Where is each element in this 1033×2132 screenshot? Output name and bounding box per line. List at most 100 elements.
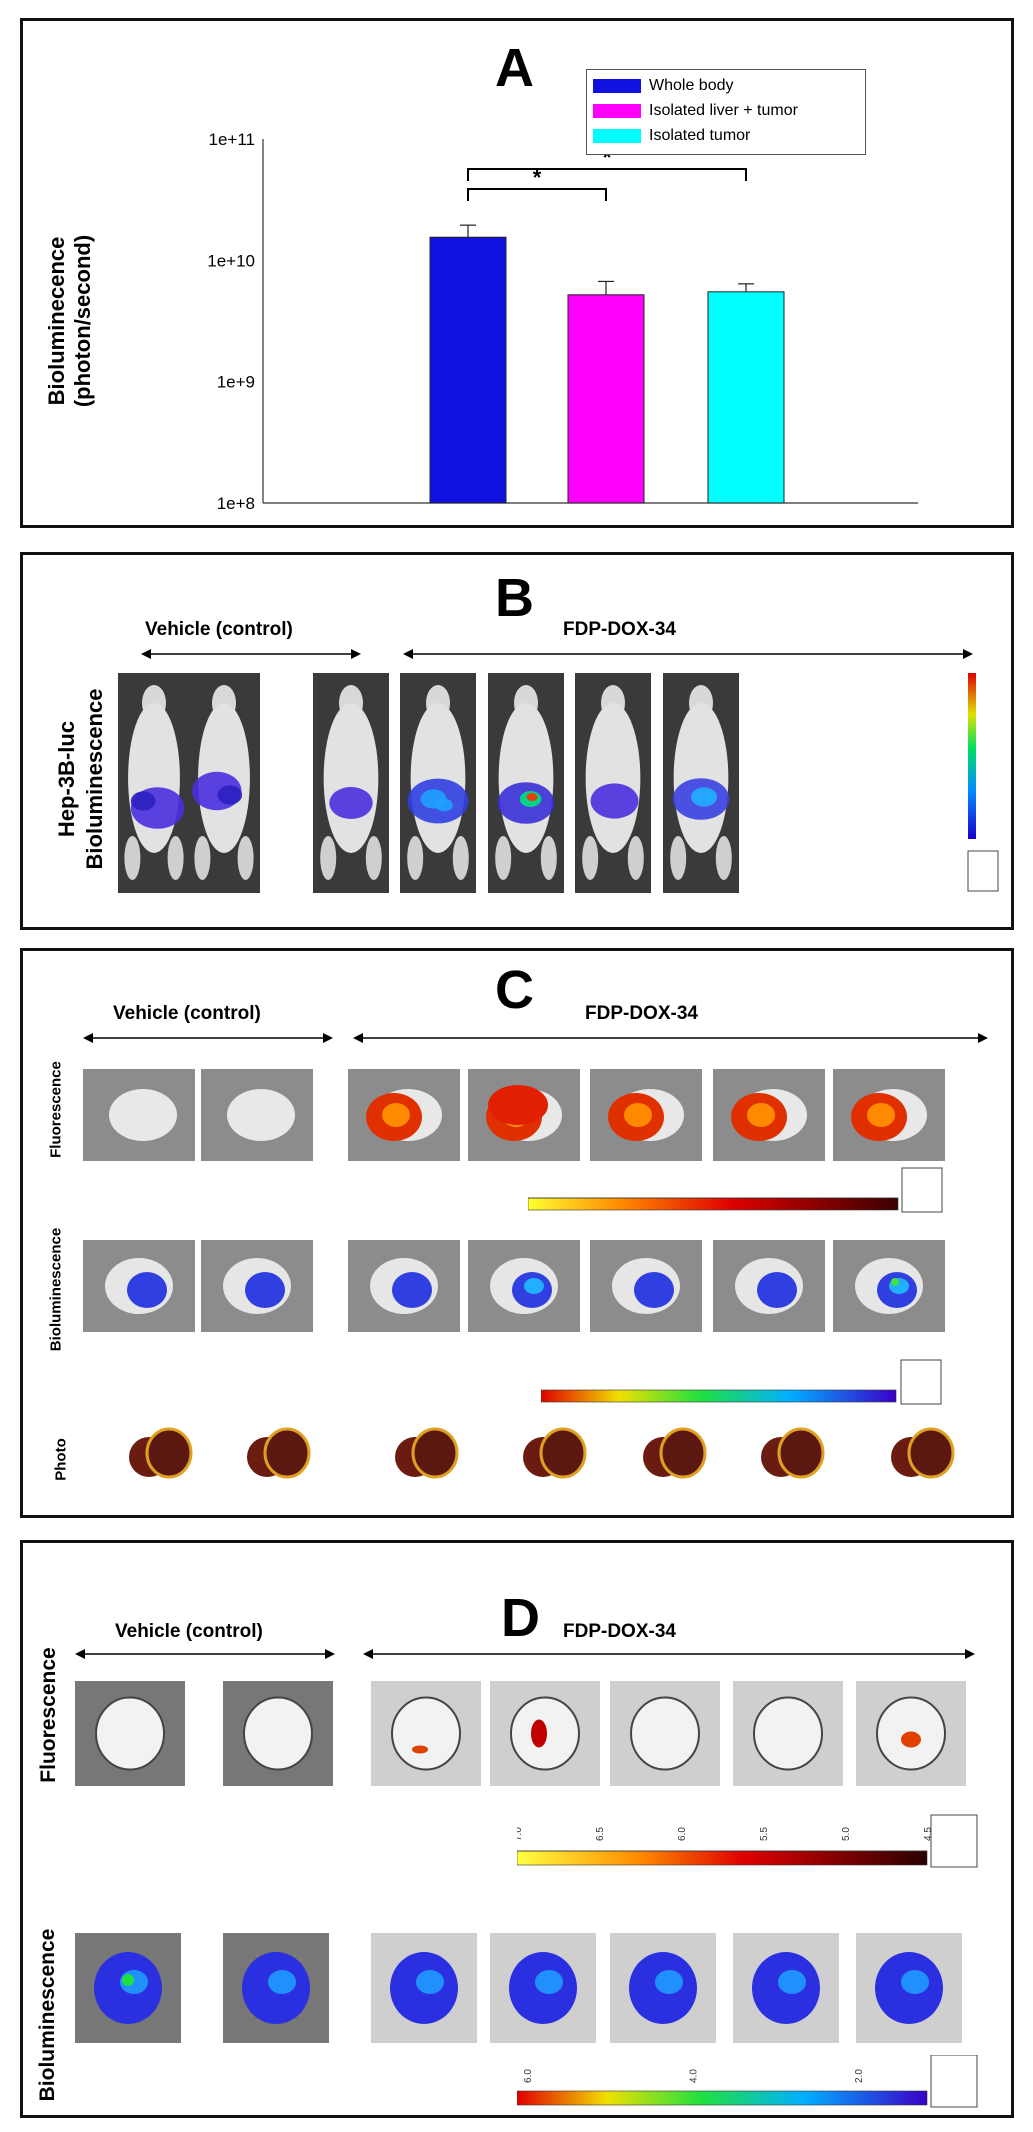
bioluminescence-image [713, 1240, 825, 1332]
bioluminescence-image [468, 1240, 580, 1332]
group-arrow-treatment [353, 1033, 988, 1043]
mouse-image [488, 673, 564, 893]
group-arrow-treatment [403, 649, 973, 659]
panel-c-letter: C [495, 960, 534, 1020]
fluorescence-image [75, 1681, 185, 1786]
group-arrow-control [83, 1033, 333, 1043]
significance-star: * [603, 145, 612, 170]
organ-photo [237, 1419, 317, 1489]
group-arrow-control [141, 649, 361, 659]
fluorescence-scale-bar: 7.0 6.5 6.0 5.5 5.0 4.5 [517, 1814, 978, 1868]
row-label-photo: Photo [52, 1438, 70, 1481]
bioluminescence-image [490, 1933, 596, 2043]
fluorescence-image [713, 1069, 825, 1161]
scale-tick-label: 6.0 [677, 1827, 688, 1841]
y-tick-label: 1e+9 [217, 373, 255, 392]
fluorescence-image [348, 1069, 460, 1161]
panel-a-letter: A [495, 38, 534, 98]
y-tick-label: 1e+8 [217, 494, 255, 513]
group-label-control: Vehicle (control) [115, 1621, 263, 1642]
bioluminescence-image [733, 1933, 839, 2043]
scale-tick-label: 2.0 [854, 2069, 865, 2083]
fluorescence-image [856, 1681, 966, 1786]
bioluminescence-image [833, 1240, 945, 1332]
organ-photo [633, 1419, 713, 1489]
legend-swatch [593, 129, 641, 143]
mouse-image [400, 673, 476, 893]
panel-a: A 1e+8 1e+9 1e+10 1e+11 * * Whole body Isola… [20, 18, 1014, 528]
legend-label: Isolated liver + tumor [649, 102, 798, 119]
fluorescence-image [468, 1069, 580, 1161]
y-tick-label: 1e+10 [207, 251, 255, 270]
organ-photo [751, 1419, 831, 1489]
scale-tick-label: 4.5 [923, 1827, 934, 1841]
group-label-treatment: FDP-DOX-34 [585, 1003, 698, 1024]
group-label-treatment: FDP-DOX-34 [563, 1621, 676, 1642]
bar [429, 236, 507, 504]
organ-photo [513, 1419, 593, 1489]
bioluminescence-scale-bar: 6.0 4.0 2.0 [517, 2055, 978, 2108]
fluorescence-image [201, 1069, 313, 1161]
scale-tick-label: 6.5 [595, 1827, 606, 1841]
fluorescence-image [610, 1681, 720, 1786]
panel-d: D Vehicle (control) FDP-DOX-34 Fluoresce… [20, 1540, 1014, 2118]
bioluminescence-image [223, 1933, 329, 2043]
group-arrow-control [75, 1649, 335, 1659]
color-scale-bar [967, 673, 999, 892]
significance-bracket [467, 188, 607, 201]
scale-tick-label: 6.0 [523, 2069, 534, 2083]
mouse-image [118, 673, 190, 893]
panel-b: B Vehicle (control) FDP-DOX-34 Hep-3B-lu… [20, 552, 1014, 930]
legend: Whole body Isolated liver + tumor Isolat… [586, 69, 866, 155]
scale-tick-label: 5.5 [759, 1827, 770, 1841]
group-label-treatment: FDP-DOX-34 [563, 619, 676, 640]
panel-d-letter: D [501, 1588, 540, 1648]
legend-label: Whole body [649, 77, 734, 94]
bar-chart: 1e+8 1e+9 1e+10 1e+11 * * [207, 130, 918, 513]
organ-photo [385, 1419, 465, 1489]
organ-photo [881, 1419, 961, 1489]
bioluminescence-image [371, 1933, 477, 2043]
fluorescence-image [223, 1681, 333, 1786]
bioluminescence-image [856, 1933, 962, 2043]
y-axis-label: Bioluminecence (photon/second) [44, 181, 98, 461]
mouse-image [313, 673, 389, 893]
y-tick-label: 1e+11 [209, 130, 255, 149]
legend-swatch [593, 104, 641, 118]
significance-star: * [533, 165, 542, 190]
fluorescence-image [833, 1069, 945, 1161]
bioluminescence-image [610, 1933, 716, 2043]
y-axis-label-line1: Bioluminecence [44, 236, 69, 406]
mouse-image [188, 673, 260, 893]
significance-bracket [467, 168, 747, 181]
mouse-image [663, 673, 739, 893]
row-label: Hep-3B-luc Bioluminescence [53, 644, 113, 914]
bioluminescence-image [75, 1933, 181, 2043]
row-label-line1: Hep-3B-luc [54, 720, 79, 838]
row-label-line2: Bioluminescence [82, 688, 107, 870]
fluorescence-scale-bar [528, 1167, 943, 1213]
legend-label: Isolated tumor [649, 127, 751, 144]
bioluminescence-image [590, 1240, 702, 1332]
row-label-bioluminescence: Bioluminescence [47, 1227, 65, 1352]
panel-c: C Vehicle (control) FDP-DOX-34 Fluoresce… [20, 948, 1014, 1518]
legend-item: Whole body [593, 76, 734, 96]
bioluminescence-image [348, 1240, 460, 1332]
scale-tick-label: 4.0 [689, 2069, 700, 2083]
legend-item: Isolated tumor [593, 126, 750, 146]
mouse-image [575, 673, 651, 893]
panel-b-letter: B [495, 568, 534, 628]
fluorescence-image [590, 1069, 702, 1161]
row-label-fluorescence: Fluorescence [47, 1061, 65, 1158]
row-label-bioluminescence: Bioluminescence [36, 1928, 59, 2102]
fluorescence-image [733, 1681, 843, 1786]
row-label-fluorescence: Fluorescence [37, 1647, 60, 1783]
bioluminescence-image [83, 1240, 195, 1332]
fluorescence-image [83, 1069, 195, 1161]
bar [567, 294, 645, 504]
scale-tick-label: 7.0 [517, 1827, 524, 1841]
fluorescence-image [490, 1681, 600, 1786]
y-axis-label-line2: (photon/second) [70, 234, 95, 408]
group-label-control: Vehicle (control) [113, 1003, 261, 1024]
scale-tick-label: 5.0 [841, 1827, 852, 1841]
